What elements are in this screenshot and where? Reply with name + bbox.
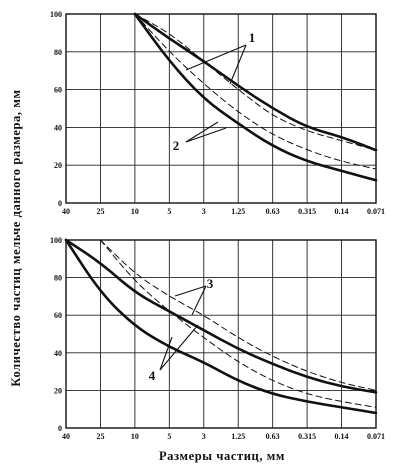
- y-tick-label: 0: [58, 424, 62, 433]
- marker-pointer-line: [185, 121, 219, 143]
- x-tick-label: 40: [62, 432, 70, 441]
- y-tick-label: 80: [54, 48, 62, 57]
- marker-pointer-line: [159, 324, 199, 371]
- x-tick-label: 3: [202, 207, 206, 216]
- marker-pointer-line: [191, 285, 207, 316]
- curve-marker-label: 4: [149, 368, 156, 383]
- series-line-dashed: [134, 13, 377, 170]
- y-tick-label: 0: [58, 199, 62, 208]
- x-tick-label: 10: [131, 207, 139, 216]
- curve-marker-label: 2: [173, 138, 180, 153]
- y-tick-label: 100: [50, 236, 62, 245]
- marker-pointer-line: [159, 336, 173, 371]
- y-tick-label: 100: [50, 10, 62, 19]
- x-tick-label: 0.63: [266, 432, 280, 441]
- series-line-solid: [133, 12, 378, 152]
- y-axis-label: Количество частиц мельче данного размера…: [9, 89, 23, 386]
- x-tick-label: 5: [167, 432, 171, 441]
- curve-marker-label: 1: [249, 30, 256, 45]
- series-line-solid: [133, 12, 378, 182]
- series-line-dashed: [99, 239, 377, 391]
- x-tick-label: 40: [62, 207, 70, 216]
- x-tick-label: 25: [96, 432, 104, 441]
- marker-pointer-line: [174, 285, 207, 297]
- x-tick-label: 25: [96, 207, 104, 216]
- y-tick-label: 20: [54, 386, 62, 395]
- x-tick-label: 5: [167, 207, 171, 216]
- x-tick-label: 1.25: [231, 432, 245, 441]
- x-tick-label: 3: [202, 432, 206, 441]
- x-tick-label: 0.14: [335, 207, 349, 216]
- x-tick-label: 0.63: [266, 207, 280, 216]
- marker-pointer-line: [229, 44, 247, 85]
- x-tick-label: 0.315: [298, 432, 316, 441]
- x-axis-label: Размеры частиц, мм: [159, 449, 285, 463]
- y-tick-label: 60: [54, 311, 62, 320]
- y-tick-label: 60: [54, 86, 62, 95]
- x-tick-label: 0.315: [298, 207, 316, 216]
- series-line-dashed: [134, 13, 377, 151]
- series-line-solid: [64, 238, 378, 415]
- y-tick-label: 80: [54, 274, 62, 283]
- y-tick-label: 40: [54, 349, 62, 358]
- x-tick-label: 0.071: [367, 432, 385, 441]
- series-line-solid: [64, 238, 378, 394]
- plot-frame: [65, 13, 377, 204]
- x-tick-label: 0.14: [335, 432, 349, 441]
- y-tick-label: 40: [54, 123, 62, 132]
- marker-pointer-line: [185, 127, 227, 143]
- x-tick-label: 1.25: [231, 207, 245, 216]
- marker-pointer-line: [185, 44, 247, 71]
- plot-frame: [65, 239, 377, 429]
- series-line-dashed: [99, 239, 377, 408]
- x-tick-label: 10: [131, 432, 139, 441]
- curve-marker-label: 3: [207, 276, 214, 291]
- chart-panel-bottom: 0 20 40 60 80 100 40 25 10 5 3 1.25 0.63 0.315 0.14 0.0…: [50, 236, 385, 441]
- y-tick-label: 20: [54, 161, 62, 170]
- x-tick-label: 0.071: [367, 207, 385, 216]
- chart-panel-top: 0 20 40 60 80 100 40 25 10 5 3 1.25 0.63 0.315 0.14 0.0…: [50, 10, 385, 216]
